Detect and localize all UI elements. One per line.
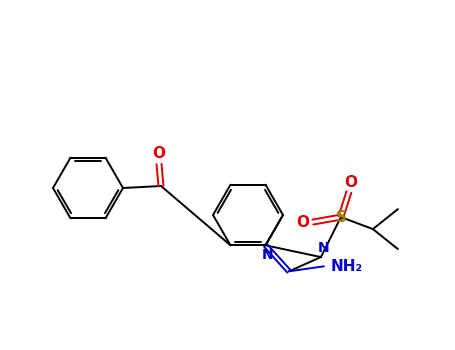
Text: S: S (335, 210, 346, 225)
Text: O: O (152, 147, 166, 161)
Text: NH₂: NH₂ (331, 259, 363, 274)
Text: N: N (318, 241, 330, 255)
Text: O: O (296, 215, 309, 230)
Text: N: N (262, 248, 273, 262)
Text: O: O (344, 175, 357, 190)
